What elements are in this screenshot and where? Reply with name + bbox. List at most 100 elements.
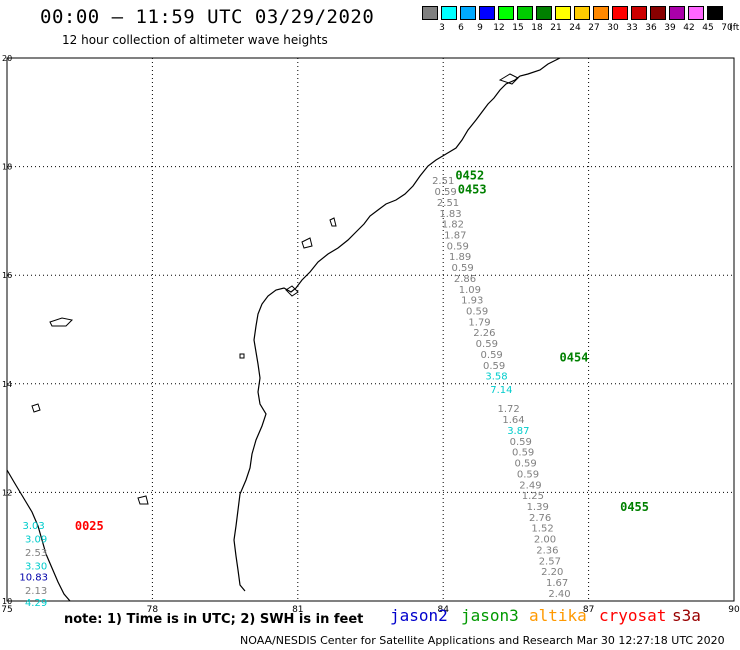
legend-swatch bbox=[536, 6, 552, 20]
swh-value: 2.86 bbox=[454, 274, 476, 285]
swh-value: 0.59 bbox=[510, 437, 532, 448]
island-4 bbox=[31, 403, 41, 413]
legend-unit: (ft) bbox=[729, 23, 740, 33]
swh-value: 3.30 bbox=[25, 562, 47, 573]
mission-s3a: s3a bbox=[672, 606, 701, 625]
swh-value: 2.20 bbox=[541, 567, 563, 578]
legend-swatch bbox=[574, 6, 590, 20]
lat-label: 18 bbox=[2, 163, 12, 172]
legend-swatch bbox=[422, 6, 438, 20]
altimeter-tracks: 2.510.592.511.831.821.870.591.890.592.86… bbox=[19, 169, 649, 609]
swh-value: 2.53 bbox=[25, 548, 47, 559]
coastline bbox=[6, 57, 561, 602]
lon-label: 75 bbox=[1, 605, 12, 615]
island-6 bbox=[239, 353, 245, 359]
legend-swatch bbox=[555, 6, 571, 20]
swh-value: 1.79 bbox=[468, 317, 490, 328]
swh-value: 1.09 bbox=[459, 285, 481, 296]
pass-label: 0455 bbox=[620, 500, 649, 514]
page-subtitle: 12 hour collection of altimeter wave hei… bbox=[62, 33, 328, 47]
swh-value: 2.76 bbox=[529, 513, 551, 524]
island-3 bbox=[301, 237, 313, 249]
island-2 bbox=[137, 495, 149, 505]
axis-labels: 75 78 81 84 87 90 10 12 14 16 18 20 bbox=[1, 54, 740, 615]
legend-label: 45 bbox=[702, 23, 714, 33]
legend-label: 18 bbox=[531, 23, 543, 33]
lat-label: 20 bbox=[2, 54, 12, 63]
swh-value: 1.64 bbox=[502, 415, 524, 426]
island-1 bbox=[49, 317, 74, 327]
lon-label: 78 bbox=[147, 605, 159, 615]
legend-label: 27 bbox=[588, 23, 600, 33]
island-7 bbox=[285, 285, 299, 297]
swh-value: 3.58 bbox=[485, 372, 507, 383]
swh-value: 0.59 bbox=[517, 469, 539, 480]
track-jason3: 2.510.592.511.831.821.870.591.890.592.86… bbox=[432, 169, 649, 600]
swh-value: 2.26 bbox=[473, 328, 495, 339]
swh-value: 2.57 bbox=[539, 556, 561, 567]
lat-label: 12 bbox=[2, 488, 12, 497]
swh-value: 10.83 bbox=[19, 573, 48, 584]
mission-cryosat: cryosat bbox=[599, 606, 667, 625]
legend-swatch bbox=[669, 6, 685, 20]
swh-value: 1.72 bbox=[497, 404, 519, 415]
legend-swatch bbox=[631, 6, 647, 20]
legend-swatch bbox=[650, 6, 666, 20]
legend-label: 30 bbox=[607, 23, 619, 33]
pass-label: 0452 bbox=[455, 169, 484, 183]
legend-label: 12 bbox=[493, 23, 505, 33]
swh-value: 1.52 bbox=[531, 524, 553, 535]
island-north-1 bbox=[498, 73, 519, 85]
footnote: note: 1) Time is in UTC; 2) SWH is in fe… bbox=[64, 612, 364, 627]
swh-value: 2.40 bbox=[548, 589, 570, 600]
mission-altika: altika bbox=[529, 606, 587, 625]
swh-value: 0.59 bbox=[447, 241, 469, 252]
legend-label: 6 bbox=[458, 23, 464, 33]
lon-label: 84 bbox=[437, 605, 449, 615]
swh-value: 4.29 bbox=[25, 598, 47, 609]
swh-value: 3.09 bbox=[25, 535, 47, 546]
mission-jason3: jason3 bbox=[461, 606, 519, 625]
legend-swatch bbox=[612, 6, 628, 20]
swh-value: 0.59 bbox=[451, 263, 473, 274]
legend-swatch bbox=[688, 6, 704, 20]
sri-lanka-coastline bbox=[6, 469, 71, 602]
legend-swatch bbox=[498, 6, 514, 20]
lat-label: 16 bbox=[2, 271, 12, 280]
swh-value: 2.51 bbox=[432, 176, 454, 187]
lon-label: 81 bbox=[292, 605, 303, 615]
legend-label: 21 bbox=[550, 23, 562, 33]
swh-value: 1.82 bbox=[442, 220, 464, 231]
swh-value: 2.13 bbox=[25, 586, 47, 597]
india-east-coastline bbox=[233, 57, 561, 592]
page-title: 00:00 – 11:59 UTC 03/29/2020 bbox=[40, 6, 375, 28]
swh-value: 0.59 bbox=[466, 306, 488, 317]
swh-value: 1.89 bbox=[449, 252, 471, 263]
island-5 bbox=[329, 217, 337, 227]
legend-label: 70 bbox=[721, 23, 733, 33]
credit-line: NOAA/NESDIS Center for Satellite Applica… bbox=[240, 634, 725, 647]
legend-swatch bbox=[707, 6, 723, 20]
swh-value: 1.67 bbox=[546, 578, 568, 589]
legend-label: 9 bbox=[477, 23, 483, 33]
swh-value: 2.49 bbox=[519, 480, 541, 491]
legend-label: 39 bbox=[664, 23, 676, 33]
legend-swatch bbox=[460, 6, 476, 20]
swh-value: 0.59 bbox=[512, 448, 534, 459]
lat-label: 10 bbox=[2, 597, 12, 606]
legend-label: 36 bbox=[645, 23, 657, 33]
swh-value: 2.00 bbox=[534, 535, 556, 546]
swh-value: 1.25 bbox=[522, 491, 544, 502]
lon-label: 90 bbox=[728, 605, 740, 615]
legend-swatch bbox=[517, 6, 533, 20]
lon-label: 87 bbox=[583, 605, 594, 615]
legend-label: 24 bbox=[569, 23, 581, 33]
legend-swatch bbox=[593, 6, 609, 20]
swh-value: 0.59 bbox=[434, 187, 456, 198]
legend-label: 3 bbox=[439, 23, 445, 33]
swh-value: 1.87 bbox=[444, 230, 466, 241]
mission-jason2: jason2 bbox=[390, 606, 448, 625]
swh-value: 2.36 bbox=[536, 545, 558, 556]
